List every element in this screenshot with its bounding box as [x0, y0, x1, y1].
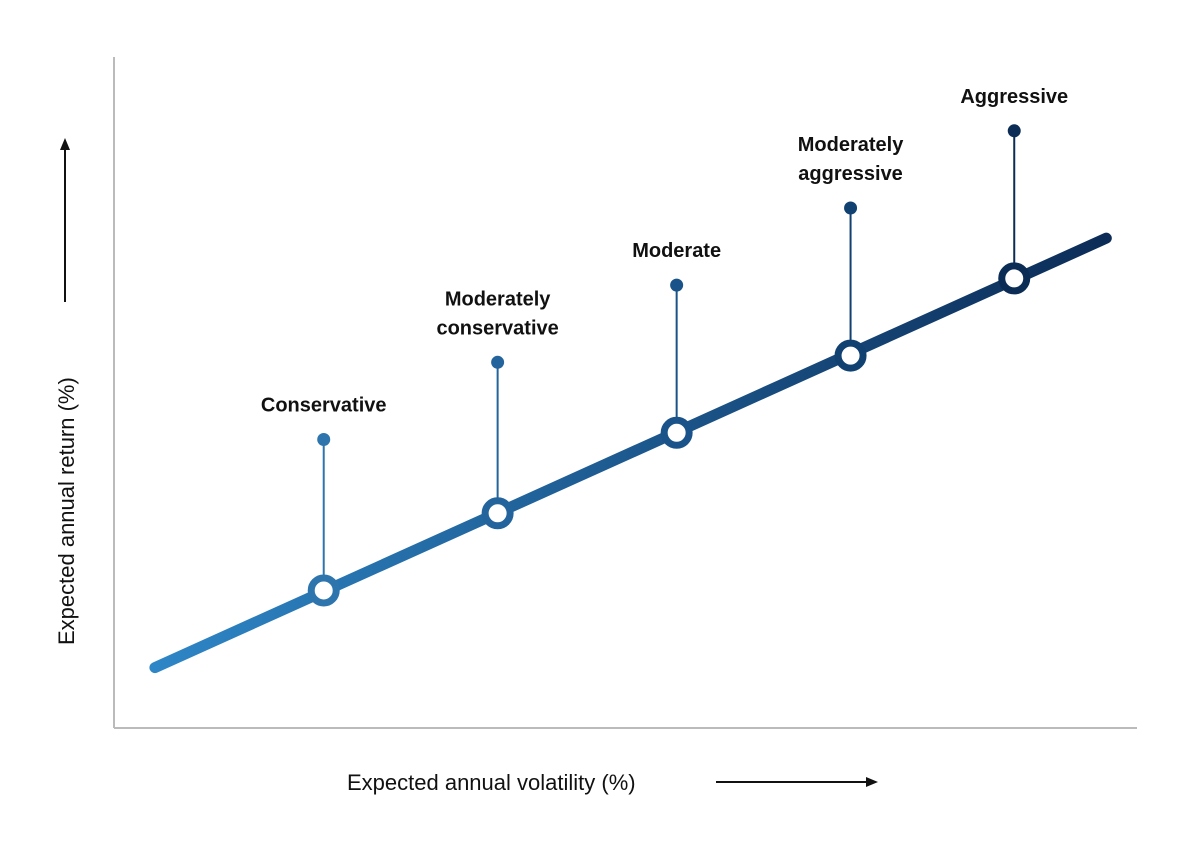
marker-dot-aggressive	[1007, 124, 1021, 138]
point-label-moderately-aggressive-line-1: Moderately	[798, 134, 904, 156]
point-label-moderately-conservative-line-1: Moderately	[445, 288, 551, 310]
marker-dot-moderately-conservative	[491, 355, 505, 369]
trend-line	[149, 232, 1112, 674]
marker-dot-conservative	[317, 432, 331, 446]
point-label-moderately-conservative-line-2: conservative	[436, 317, 558, 339]
point-conservative	[307, 574, 340, 607]
x-axis-title: Expected annual volatility (%)	[347, 770, 636, 795]
chart-marks: Conservative Moderately conservative Modera…	[149, 86, 1112, 674]
x-axis-arrow	[716, 777, 878, 787]
y-axis-arrow	[60, 138, 70, 302]
point-moderately-conservative	[481, 497, 514, 530]
point-label-conservative: Conservative	[261, 394, 387, 416]
point-aggressive	[998, 262, 1031, 295]
point-label-aggressive: Aggressive	[960, 86, 1068, 108]
point-moderate	[660, 416, 693, 449]
point-moderately-aggressive	[834, 339, 867, 372]
point-label-moderately-aggressive-line-2: aggressive	[798, 163, 903, 185]
marker-dot-moderate	[670, 278, 684, 292]
point-label-moderate: Moderate	[632, 240, 721, 262]
y-axis-title: Expected annual return (%)	[54, 377, 79, 645]
marker-dot-moderately-aggressive	[844, 201, 858, 215]
